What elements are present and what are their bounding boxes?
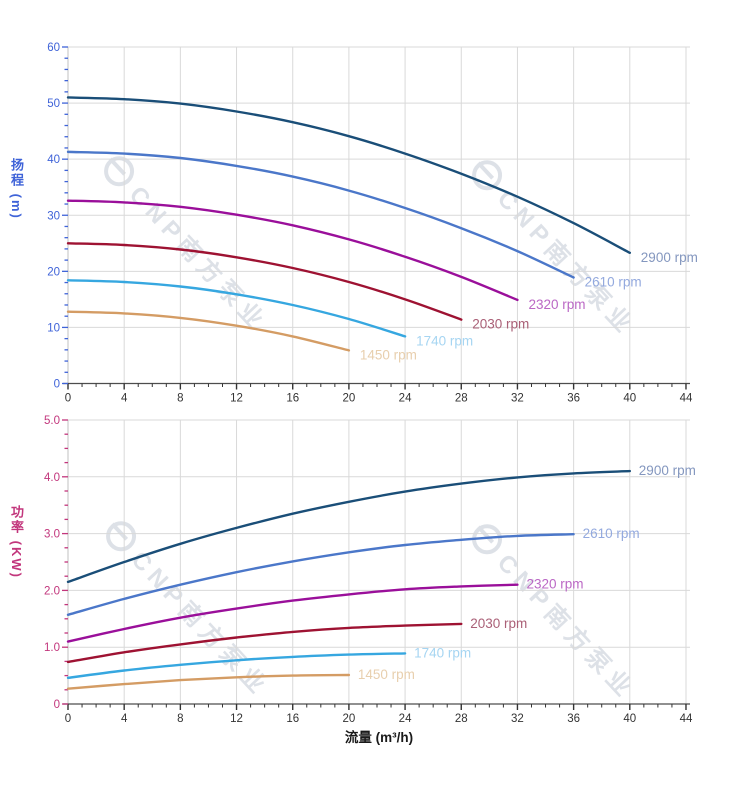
curve-1450rpm (66, 310, 351, 352)
x-tick-label: 20 (343, 393, 356, 405)
x-tick-label: 36 (567, 393, 580, 405)
curve-2320rpm (66, 199, 519, 302)
series-label-2610rpm: 2610 rpm (585, 275, 642, 290)
gridlines (68, 46, 690, 384)
x-tick-label: 4 (121, 393, 128, 405)
x-tick-label: 32 (511, 713, 524, 725)
y-tick-label: 0 (54, 699, 60, 711)
series-label-2900rpm: 2900 rpm (639, 463, 696, 478)
curve-2610rpm (66, 533, 575, 617)
y-tick-label: 30 (47, 210, 60, 222)
x-tick-label: 16 (286, 393, 299, 405)
y-tick-label: 20 (47, 266, 60, 278)
x-tick-label: 16 (286, 713, 299, 725)
series-label-1740rpm: 1740 rpm (414, 645, 471, 660)
x-tick-label: 44 (680, 713, 693, 725)
flow-axis-title: 流量 (m³/h) (344, 730, 414, 745)
x-tick-label: 12 (230, 393, 243, 405)
axes (62, 46, 690, 390)
y-tick-label: 40 (47, 154, 60, 166)
x-tick-label: 44 (680, 393, 693, 405)
head-axis-title: 扬程 (m) (9, 158, 24, 220)
curves (66, 469, 631, 690)
tick-labels: 0 4 8 12 16 20 24 28 32 36 40 44 0 1.0 2.0 3.0 4.0 5.0 (44, 415, 693, 725)
gridlines (68, 419, 690, 704)
series-label-2610rpm: 2610 rpm (583, 526, 640, 541)
series-label-1450rpm: 1450 rpm (358, 667, 415, 682)
curve-2610rpm (66, 150, 575, 279)
curve-1740rpm (66, 652, 407, 680)
x-tick-label: 8 (177, 713, 183, 725)
curve-2900rpm (66, 469, 631, 584)
y-tick-label: 5.0 (44, 415, 60, 427)
x-tick-label: 0 (65, 393, 71, 405)
series-label-1450rpm: 1450 rpm (360, 347, 417, 362)
curve-2030rpm (66, 242, 463, 321)
y-tick-label: 3.0 (44, 529, 60, 541)
x-tick-label: 0 (65, 713, 71, 725)
tick-labels: 0 4 8 12 16 20 24 28 32 36 40 44 0 10 20 30 40 50 60 (47, 42, 693, 404)
power-axis-title: 功率 (KW) (9, 505, 24, 579)
x-tick-label: 28 (455, 393, 468, 405)
curve-1740rpm (66, 279, 407, 338)
series-label-2320rpm: 2320 rpm (526, 577, 583, 592)
curve-2030rpm (66, 622, 463, 664)
x-tick-label: 24 (399, 393, 412, 405)
x-tick-label: 40 (623, 713, 636, 725)
series-label-2030rpm: 2030 rpm (470, 616, 527, 631)
y-tick-label: 0 (54, 379, 60, 391)
x-tick-label: 28 (455, 713, 468, 725)
axes (62, 419, 690, 710)
y-tick-label: 50 (47, 98, 60, 110)
series-label-2320rpm: 2320 rpm (528, 297, 585, 312)
curve-2900rpm (66, 96, 631, 254)
series-label-2030rpm: 2030 rpm (472, 317, 529, 332)
x-tick-label: 4 (121, 713, 128, 725)
y-tick-label: 60 (47, 42, 60, 54)
series-labels: 2900 rpm 2610 rpm 2320 rpm 2030 rpm 1740 rpm… (358, 463, 696, 682)
x-tick-label: 40 (623, 393, 636, 405)
x-tick-label: 24 (399, 713, 412, 725)
y-tick-label: 2.0 (44, 585, 60, 597)
series-label-1740rpm: 1740 rpm (416, 333, 473, 348)
curve-1450rpm (66, 673, 351, 690)
x-tick-label: 36 (567, 713, 580, 725)
series-label-2900rpm: 2900 rpm (641, 250, 698, 265)
curve-2320rpm (66, 583, 519, 643)
x-tick-label: 8 (177, 393, 183, 405)
curves (66, 96, 631, 352)
x-tick-label: 32 (511, 393, 524, 405)
x-tick-label: 12 (230, 713, 243, 725)
y-tick-label: 4.0 (44, 472, 60, 484)
y-tick-label: 1.0 (44, 642, 60, 654)
y-tick-label: 10 (47, 322, 60, 334)
x-tick-label: 20 (343, 713, 356, 725)
